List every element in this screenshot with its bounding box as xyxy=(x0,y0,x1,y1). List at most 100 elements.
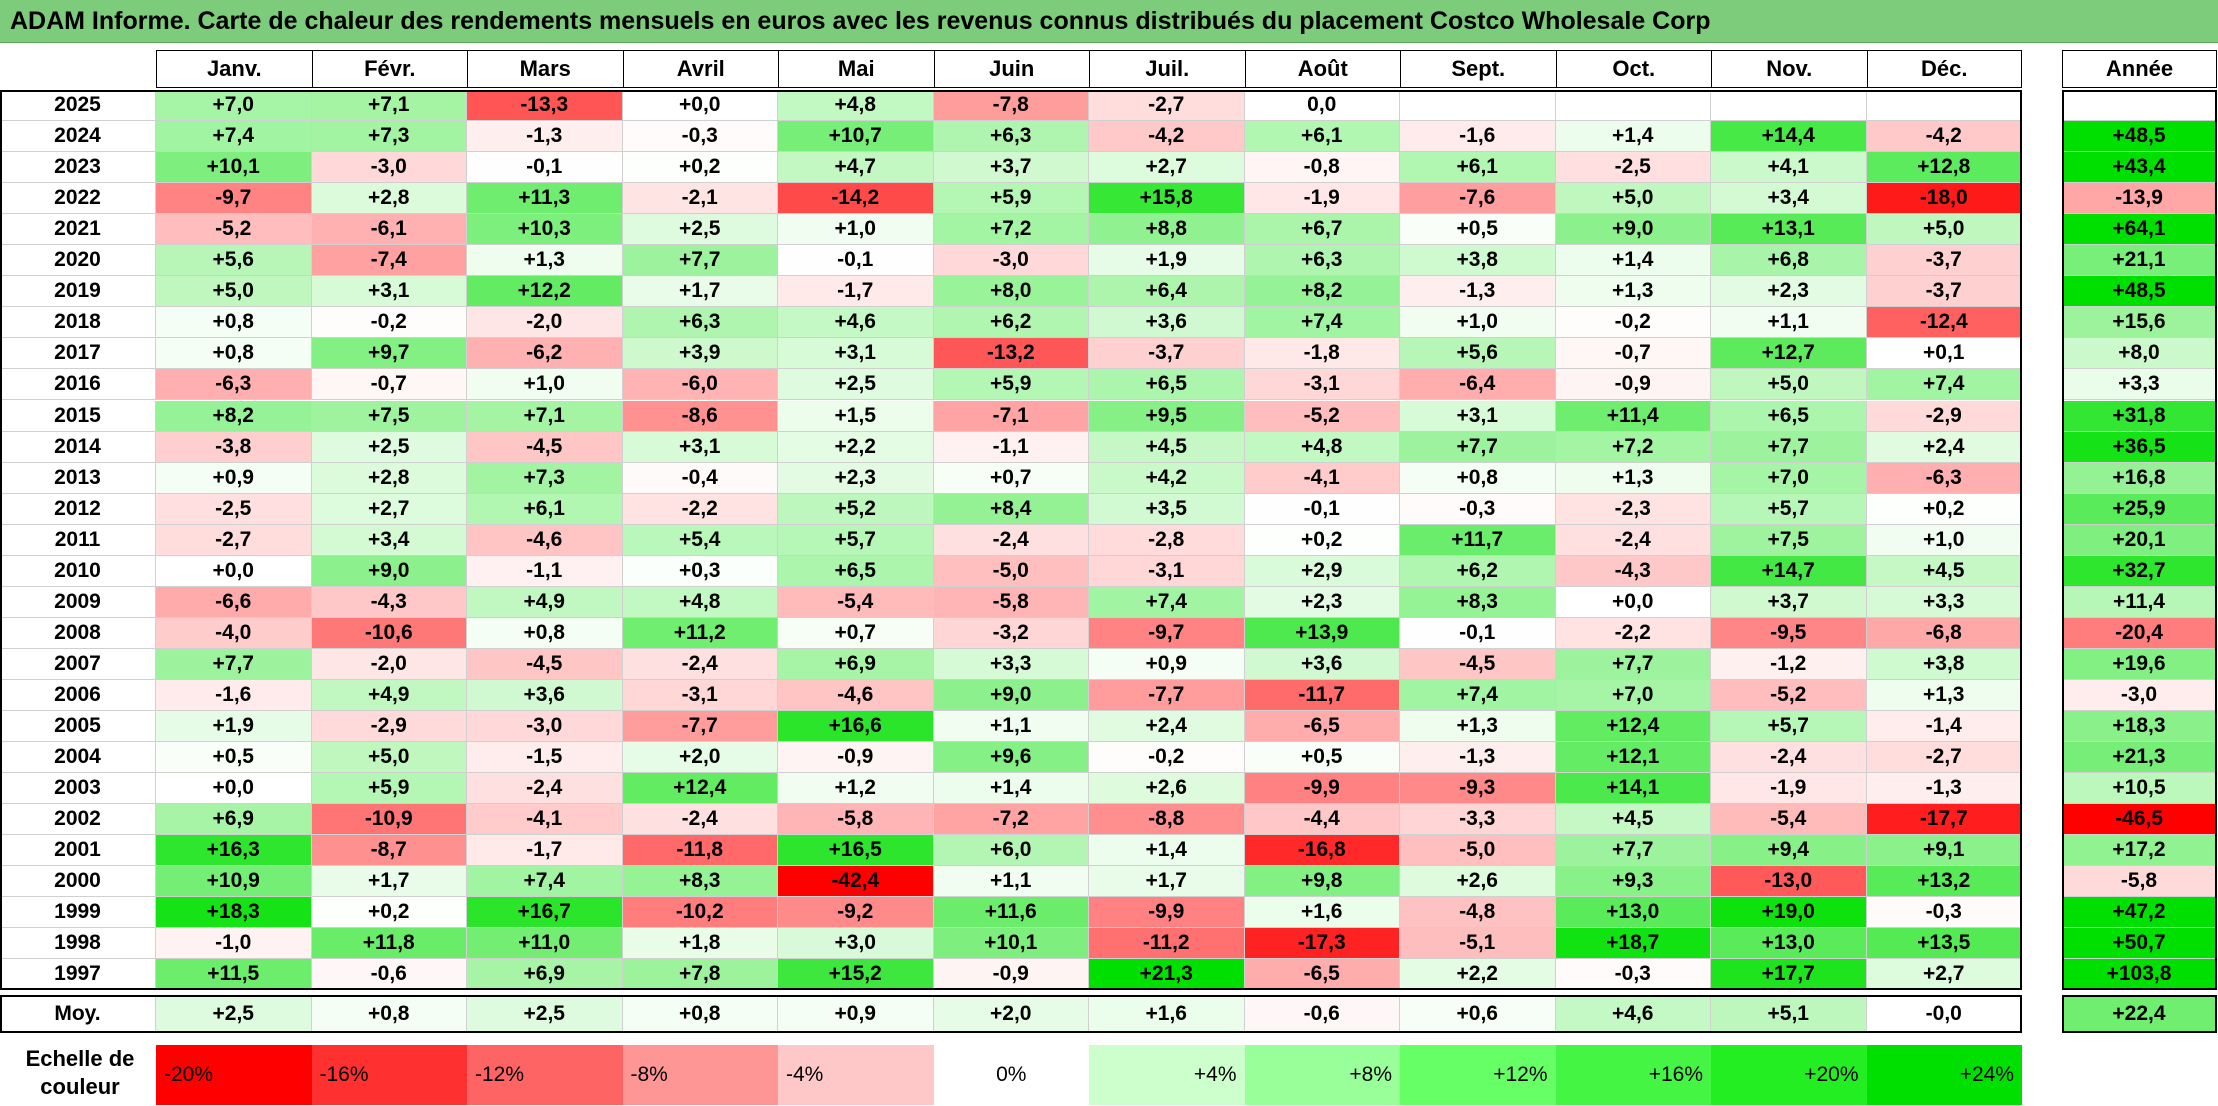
heatmap-cell: +7,7 xyxy=(1555,835,1711,867)
annual-cell: +3,3 xyxy=(2062,369,2217,401)
heatmap-cell: +0,5 xyxy=(1244,742,1400,774)
heatmap-cell: +2,6 xyxy=(1400,866,1556,898)
heatmap-cell: -1,9 xyxy=(1711,773,1867,805)
heatmap-cell: +6,0 xyxy=(933,835,1089,867)
heatmap-cell: +13,1 xyxy=(1711,214,1867,246)
month-header: Avril xyxy=(622,50,778,88)
month-header: Janv. xyxy=(156,50,312,88)
heatmap-cell: -7,6 xyxy=(1400,183,1556,215)
heatmap-cell: -1,4 xyxy=(1866,711,2022,743)
heatmap-cell: -2,0 xyxy=(467,307,623,339)
heatmap-cell: +7,0 xyxy=(156,90,312,122)
heatmap-cell: +10,9 xyxy=(156,866,312,898)
heatmap-cell: +6,5 xyxy=(1711,400,1867,432)
year-label: 2020 xyxy=(0,245,156,277)
color-scale-label: Echelle de couleur xyxy=(0,1040,160,1106)
heatmap-cell: +5,9 xyxy=(933,183,1089,215)
heatmap-cell: -0,2 xyxy=(1089,742,1245,774)
year-label: 1998 xyxy=(0,928,156,960)
heatmap-cell: +1,1 xyxy=(1711,307,1867,339)
heatmap-cell: -3,8 xyxy=(156,431,312,463)
heatmap-cell: +11,5 xyxy=(156,959,312,991)
heatmap-cell: +6,2 xyxy=(1400,555,1556,587)
heatmap-cell: +12,8 xyxy=(1866,152,2022,184)
heatmap-cell: -0,1 xyxy=(1400,617,1556,649)
heatmap-cell: +1,7 xyxy=(1089,866,1245,898)
heatmap-cell: +3,6 xyxy=(1089,307,1245,339)
heatmap-cell: +5,0 xyxy=(1711,369,1867,401)
heatmap-cell: -5,8 xyxy=(933,586,1089,618)
annual-cell: +21,1 xyxy=(2062,245,2217,277)
heatmap-cell: +6,3 xyxy=(1244,245,1400,277)
heatmap-cell: -17,3 xyxy=(1244,928,1400,960)
average-cell: +4,6 xyxy=(1555,995,1711,1033)
heatmap-cell: +4,7 xyxy=(778,152,934,184)
heatmap-cell: -7,7 xyxy=(622,711,778,743)
heatmap-cell: +4,5 xyxy=(1555,804,1711,836)
heatmap-cell: -9,3 xyxy=(1400,773,1556,805)
year-label: 1997 xyxy=(0,959,156,991)
color-scale-step: -20% xyxy=(156,1045,312,1105)
heatmap-cell: +1,1 xyxy=(933,866,1089,898)
heatmap-cell: +1,8 xyxy=(622,928,778,960)
heatmap-cell: -3,0 xyxy=(311,152,467,184)
heatmap-cell: -9,7 xyxy=(1089,617,1245,649)
heatmap-cell: +7,4 xyxy=(1089,586,1245,618)
heatmap-cell: -4,3 xyxy=(1555,555,1711,587)
heatmap-cell: -0,1 xyxy=(1244,493,1400,525)
heatmap-cell: -6,5 xyxy=(1244,711,1400,743)
heatmap-cell: +2,7 xyxy=(1866,959,2022,991)
heatmap-cell: +2,5 xyxy=(311,431,467,463)
heatmap-cell: -0,1 xyxy=(467,152,623,184)
heatmap-cell: +0,0 xyxy=(156,555,312,587)
heatmap-cell: +0,9 xyxy=(156,462,312,494)
annual-cell: +47,2 xyxy=(2062,897,2217,929)
month-header: Nov. xyxy=(1711,50,1867,88)
heatmap-cell: +11,3 xyxy=(467,183,623,215)
heatmap-cell: -6,1 xyxy=(311,214,467,246)
heatmap-cell: +5,6 xyxy=(1400,338,1556,370)
heatmap-cell: -4,5 xyxy=(467,648,623,680)
heatmap-cell: +7,7 xyxy=(1555,648,1711,680)
year-label: 2013 xyxy=(0,462,156,494)
heatmap-cell: +1,5 xyxy=(778,400,934,432)
month-header: Août xyxy=(1244,50,1400,88)
heatmap-cell: -10,2 xyxy=(622,897,778,929)
heatmap-cell: +1,9 xyxy=(156,711,312,743)
heatmap-cell: +3,6 xyxy=(467,679,623,711)
heatmap-cell: +3,3 xyxy=(933,648,1089,680)
average-label: Moy. xyxy=(0,995,156,1033)
heatmap-cell: -2,5 xyxy=(156,493,312,525)
heatmap-cell: -2,4 xyxy=(622,648,778,680)
color-scale-label-line2: couleur xyxy=(40,1074,120,1099)
heatmap-cell: +6,3 xyxy=(622,307,778,339)
heatmap-cell: -1,6 xyxy=(1400,121,1556,153)
heatmap-cell: 0,0 xyxy=(1244,90,1400,122)
heatmap-cell: +9,8 xyxy=(1244,866,1400,898)
average-cell: +0,9 xyxy=(778,995,934,1033)
heatmap-cell: -8,7 xyxy=(311,835,467,867)
heatmap-cell: +3,7 xyxy=(1711,586,1867,618)
heatmap-cell: +2,6 xyxy=(1089,773,1245,805)
heatmap-cell: -17,7 xyxy=(1866,804,2022,836)
heatmap-cell: -3,0 xyxy=(467,711,623,743)
year-label: 2018 xyxy=(0,307,156,339)
heatmap-cell: -6,0 xyxy=(622,369,778,401)
color-scale-step: +8% xyxy=(1244,1045,1400,1105)
heatmap-cell: +7,5 xyxy=(311,400,467,432)
heatmap-cell: +7,1 xyxy=(311,90,467,122)
heatmap-cell: +6,1 xyxy=(467,493,623,525)
heatmap-cell: -2,7 xyxy=(1089,90,1245,122)
year-label: 2001 xyxy=(0,835,156,867)
year-label: 2005 xyxy=(0,711,156,743)
heatmap-cell: -2,2 xyxy=(1555,617,1711,649)
heatmap-cell: +7,7 xyxy=(156,648,312,680)
heatmap-cell: +2,8 xyxy=(311,183,467,215)
heatmap-cell: -4,5 xyxy=(467,431,623,463)
heatmap-cell: +1,4 xyxy=(933,773,1089,805)
year-label: 1999 xyxy=(0,897,156,929)
heatmap-cell: +3,7 xyxy=(933,152,1089,184)
heatmap-cell: +5,7 xyxy=(1711,493,1867,525)
heatmap-cell: +0,8 xyxy=(467,617,623,649)
heatmap-cell: -13,3 xyxy=(467,90,623,122)
